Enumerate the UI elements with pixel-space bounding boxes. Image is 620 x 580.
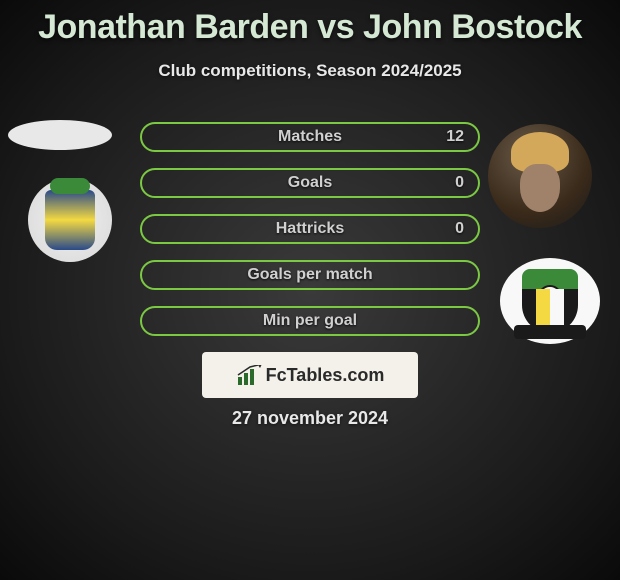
stat-row: Goals 0: [140, 168, 480, 198]
stat-row: Matches 12: [140, 122, 480, 152]
stat-value-right: 0: [455, 174, 464, 192]
stat-value-right: 0: [455, 220, 464, 238]
player-left-avatar: [8, 120, 112, 150]
stat-label: Hattricks: [276, 220, 344, 238]
crest-right-shield-icon: [522, 269, 578, 333]
source-logo: FcTables.com: [202, 352, 418, 398]
stat-label: Goals per match: [247, 266, 372, 284]
stat-label: Min per goal: [263, 312, 357, 330]
team-right-crest: [500, 258, 600, 344]
comparison-subtitle: Club competitions, Season 2024/2025: [0, 61, 620, 81]
crest-left-shield-icon: [45, 190, 95, 250]
stat-row: Hattricks 0: [140, 214, 480, 244]
comparison-title: Jonathan Barden vs John Bostock: [0, 0, 620, 47]
logo-text: FcTables.com: [266, 365, 385, 386]
stat-value-right: 12: [446, 128, 464, 146]
stat-label: Matches: [278, 128, 342, 146]
stat-label: Goals: [288, 174, 332, 192]
player-right-avatar: [488, 124, 592, 228]
stats-list: Matches 12 Goals 0 Hattricks 0 Goals per…: [140, 122, 480, 352]
bar-chart-icon: [236, 365, 262, 385]
stat-row: Min per goal: [140, 306, 480, 336]
team-left-crest: [28, 178, 112, 262]
comparison-date: 27 november 2024: [0, 408, 620, 429]
stat-row: Goals per match: [140, 260, 480, 290]
